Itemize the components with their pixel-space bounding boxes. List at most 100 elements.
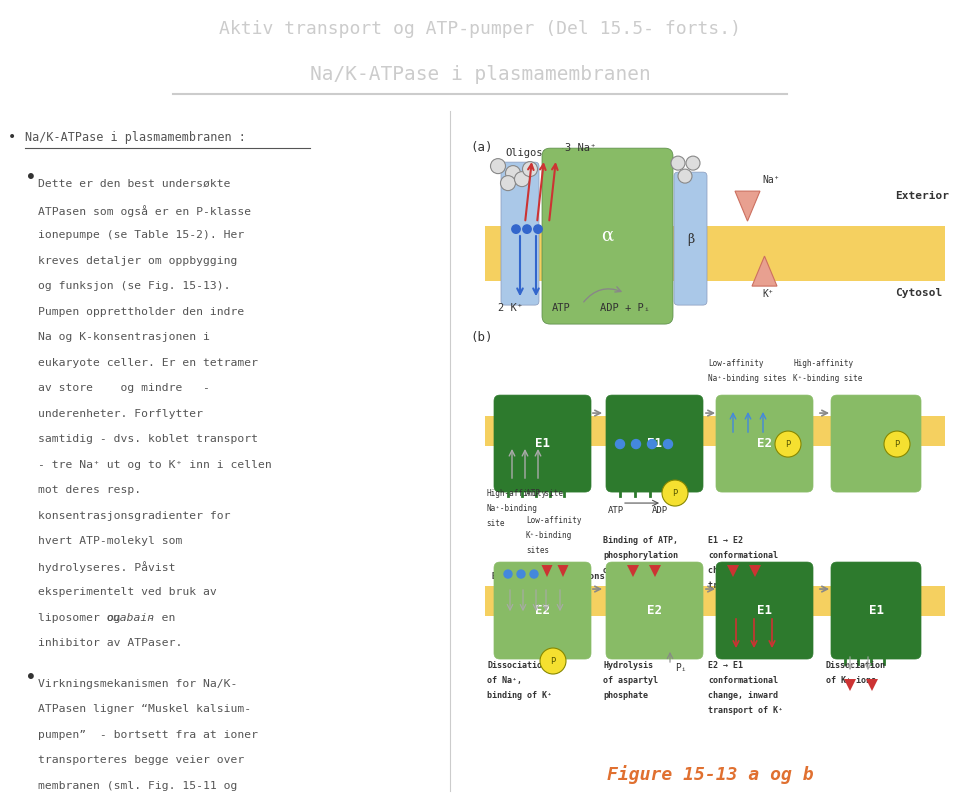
Circle shape bbox=[506, 166, 520, 180]
Text: - en: - en bbox=[141, 613, 176, 622]
Text: Na⁺-binding sites: Na⁺-binding sites bbox=[708, 374, 786, 383]
Text: Hydrolysis: Hydrolysis bbox=[603, 661, 653, 670]
Text: Binding of ATP,: Binding of ATP, bbox=[603, 536, 678, 545]
Text: of aspartyl: of aspartyl bbox=[603, 676, 658, 685]
Text: of Na⁺,: of Na⁺, bbox=[487, 676, 522, 685]
Text: E1: E1 bbox=[757, 604, 772, 617]
Polygon shape bbox=[558, 565, 568, 577]
Circle shape bbox=[671, 156, 685, 170]
Polygon shape bbox=[649, 565, 661, 577]
Text: E1: E1 bbox=[869, 604, 883, 617]
Text: ●: ● bbox=[28, 670, 34, 681]
Text: sites: sites bbox=[526, 546, 549, 555]
Circle shape bbox=[523, 225, 531, 233]
FancyBboxPatch shape bbox=[542, 148, 673, 324]
Text: Dette er den best undersøkte: Dette er den best undersøkte bbox=[38, 179, 230, 189]
Text: Low-affinity: Low-affinity bbox=[526, 516, 582, 525]
Circle shape bbox=[512, 225, 520, 233]
Text: phosphate: phosphate bbox=[603, 691, 648, 700]
Text: Dissociation: Dissociation bbox=[487, 661, 547, 670]
Circle shape bbox=[662, 480, 688, 506]
Text: ATP site: ATP site bbox=[526, 489, 563, 498]
FancyBboxPatch shape bbox=[485, 586, 945, 616]
Circle shape bbox=[884, 431, 910, 457]
Text: ●: ● bbox=[28, 171, 34, 181]
Text: Low-affinity: Low-affinity bbox=[708, 359, 763, 368]
Text: P: P bbox=[550, 657, 556, 666]
Text: Pᵢ: Pᵢ bbox=[675, 663, 686, 673]
Text: High-affinity: High-affinity bbox=[793, 359, 853, 368]
FancyBboxPatch shape bbox=[716, 395, 813, 492]
Text: K⁺-binding site: K⁺-binding site bbox=[793, 374, 862, 383]
Text: E1 → E2: E1 → E2 bbox=[708, 536, 743, 545]
Text: Na⁺: Na⁺ bbox=[762, 175, 780, 185]
Text: ATP: ATP bbox=[608, 506, 624, 515]
Text: Virkningsmekanismen for Na/K-: Virkningsmekanismen for Na/K- bbox=[38, 678, 237, 689]
Text: α: α bbox=[601, 227, 613, 245]
Text: liposomer og: liposomer og bbox=[38, 613, 134, 622]
Text: konsentrasjonsgradienter for: konsentrasjonsgradienter for bbox=[38, 510, 230, 521]
Circle shape bbox=[647, 440, 657, 449]
Text: E1: E1 bbox=[535, 437, 550, 450]
Text: Na⁺-binding: Na⁺-binding bbox=[486, 504, 537, 513]
Circle shape bbox=[686, 156, 700, 170]
Text: ADP: ADP bbox=[652, 506, 668, 515]
Text: P: P bbox=[672, 489, 678, 497]
Text: membranen (sml. Fig. 15-11 og: membranen (sml. Fig. 15-11 og bbox=[38, 780, 237, 791]
FancyBboxPatch shape bbox=[501, 162, 539, 305]
Text: underenheter. Forflytter: underenheter. Forflytter bbox=[38, 409, 203, 419]
Text: 2 K⁺: 2 K⁺ bbox=[498, 303, 523, 313]
Text: phosphorylation: phosphorylation bbox=[603, 551, 678, 560]
Text: binding of K⁺: binding of K⁺ bbox=[487, 691, 552, 700]
Text: Cytosol: Cytosol bbox=[895, 288, 943, 298]
Text: transporteres begge veier over: transporteres begge veier over bbox=[38, 755, 244, 765]
Text: P: P bbox=[895, 440, 900, 449]
Circle shape bbox=[678, 169, 692, 183]
Polygon shape bbox=[752, 256, 777, 286]
Text: conformational: conformational bbox=[708, 676, 778, 685]
Text: ionepumpe (se Table 15-2). Her: ionepumpe (se Table 15-2). Her bbox=[38, 230, 244, 240]
Text: K⁺-binding: K⁺-binding bbox=[526, 531, 572, 540]
FancyBboxPatch shape bbox=[831, 562, 921, 659]
Circle shape bbox=[504, 570, 512, 578]
Circle shape bbox=[500, 175, 516, 191]
Text: ADP + Pᵢ: ADP + Pᵢ bbox=[600, 303, 650, 313]
Text: P: P bbox=[785, 440, 791, 449]
Text: hvert ATP-molekyl som: hvert ATP-molekyl som bbox=[38, 536, 182, 546]
FancyBboxPatch shape bbox=[494, 562, 591, 659]
Text: conformational: conformational bbox=[708, 551, 778, 560]
Text: •: • bbox=[8, 130, 16, 144]
FancyBboxPatch shape bbox=[485, 226, 945, 281]
Circle shape bbox=[522, 162, 538, 176]
Text: ATPasen som også er en P-klasse: ATPasen som også er en P-klasse bbox=[38, 204, 252, 216]
Circle shape bbox=[775, 431, 801, 457]
Text: Figure 15-13 a og b: Figure 15-13 a og b bbox=[607, 766, 814, 784]
Text: transport of K⁺: transport of K⁺ bbox=[708, 706, 783, 715]
Circle shape bbox=[663, 440, 673, 449]
Circle shape bbox=[540, 648, 566, 674]
Text: eksperimentelt ved bruk av: eksperimentelt ved bruk av bbox=[38, 587, 217, 597]
FancyBboxPatch shape bbox=[606, 395, 703, 492]
Text: E2: E2 bbox=[647, 604, 662, 617]
FancyBboxPatch shape bbox=[831, 395, 921, 492]
Text: change, inward: change, inward bbox=[708, 691, 778, 700]
FancyBboxPatch shape bbox=[606, 562, 703, 659]
Text: Na/K-ATPase i plasmamembranen: Na/K-ATPase i plasmamembranen bbox=[310, 66, 650, 84]
Text: ouabain: ouabain bbox=[107, 613, 155, 622]
Text: samtidig - dvs. koblet transport: samtidig - dvs. koblet transport bbox=[38, 434, 258, 444]
FancyBboxPatch shape bbox=[716, 562, 813, 659]
Text: of K⁺ ions: of K⁺ ions bbox=[826, 676, 876, 685]
Text: E2: E2 bbox=[757, 437, 772, 450]
Text: Exterior: Exterior bbox=[895, 191, 949, 201]
Circle shape bbox=[530, 570, 538, 578]
Text: eukaryote celler. Er en tetramer: eukaryote celler. Er en tetramer bbox=[38, 357, 258, 368]
Polygon shape bbox=[735, 191, 760, 221]
Text: Dissociation: Dissociation bbox=[826, 661, 886, 670]
Polygon shape bbox=[749, 565, 761, 577]
Text: Oligosaccharide: Oligosaccharide bbox=[505, 148, 599, 158]
Text: change, outward: change, outward bbox=[708, 566, 783, 575]
Text: 3 Na⁺: 3 Na⁺ bbox=[565, 143, 596, 153]
Text: E2 → E1: E2 → E1 bbox=[708, 661, 743, 670]
Text: (b): (b) bbox=[470, 331, 492, 344]
Text: - tre Na⁺ ut og to K⁺ inn i cellen: - tre Na⁺ ut og to K⁺ inn i cellen bbox=[38, 460, 272, 469]
